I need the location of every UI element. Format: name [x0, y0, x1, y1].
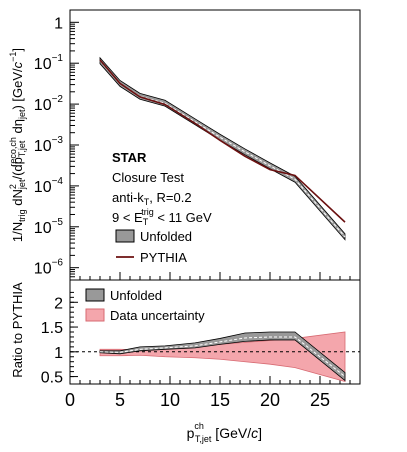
- ratio-x-axis: 0 5 10 15 20 25: [65, 376, 351, 410]
- ratio-panel: 0.5 1 1.5 2 0 5 10 15 20 25 Ratio to PYTHIA pch T…: [10, 279, 361, 444]
- y-tick-label: 10−4: [34, 176, 64, 196]
- legend-data-uncertainty-label: Data uncertainty: [110, 308, 205, 323]
- unfolded-ratio-band: [99, 331, 346, 382]
- star-label: STAR: [112, 150, 147, 165]
- y-tick-label: 1: [54, 15, 63, 32]
- spectrum-plot-area: [69, 56, 351, 280]
- y-tick-label: 10−3: [34, 135, 64, 155]
- ratio-y-axis: 0.5 1 1.5 2: [41, 291, 78, 387]
- spectrum-frame: [69, 9, 361, 281]
- y-tick-label: 1: [54, 345, 63, 362]
- y-tick-label: 0.5: [41, 370, 63, 387]
- x-tick-label: 0: [65, 390, 75, 410]
- x-tick-label: 10: [160, 390, 180, 410]
- x-tick-label: 25: [310, 390, 330, 410]
- x-tick-label: 5: [115, 390, 125, 410]
- x-tick-label: 15: [210, 390, 230, 410]
- spectrum-y-axis: 10−6 10−5 10−4 10−3 10−2 10−1 1: [34, 9, 79, 281]
- algorithm-label: anti-kT, R=0.2: [112, 190, 192, 207]
- y-tick-label: 2: [54, 295, 63, 312]
- legend-unfolded-swatch: [115, 229, 135, 243]
- spectrum-y-axis-label: 1/Ntrig dN2jet/(dpT,jetreco,ch dηjet) [G…: [8, 48, 27, 242]
- ratio-y-axis-label: Ratio to PYTHIA: [10, 282, 25, 378]
- legend-pythia-label: PYTHIA: [140, 250, 187, 265]
- legend-ratio-unfolded-swatch: [85, 288, 105, 302]
- ratio-plot-area: [70, 331, 360, 383]
- ratio-legend: Unfolded Data uncertainty: [85, 288, 205, 323]
- trigger-label: 9 < ETtrig < 11 GeV: [112, 207, 212, 227]
- ratio-x-axis-label: pch T,jet [GeV/c]: [187, 421, 262, 444]
- spectrum-legend: Unfolded PYTHIA: [115, 229, 192, 265]
- unfolded-ratio-line: [99, 336, 346, 377]
- legend-unfolded-label: Unfolded: [140, 229, 192, 244]
- pythia-line: [99, 59, 346, 223]
- y-tick-label: 10−6: [34, 258, 64, 278]
- legend-data-uncertainty-swatch: [85, 308, 105, 322]
- x-tick-label: 20: [260, 390, 280, 410]
- spectrum-panel: 10−6 10−5 10−4 10−3 10−2 10−1 1 1/Ntrig dN2jet…: [8, 9, 361, 281]
- y-tick-label: 10−1: [34, 53, 64, 73]
- closure-test-label: Closure Test: [112, 170, 184, 185]
- y-tick-label: 10−5: [34, 217, 64, 237]
- y-tick-label: 1.5: [41, 320, 63, 337]
- y-tick-label: 10−2: [34, 94, 64, 114]
- legend-ratio-unfolded-label: Unfolded: [110, 288, 162, 303]
